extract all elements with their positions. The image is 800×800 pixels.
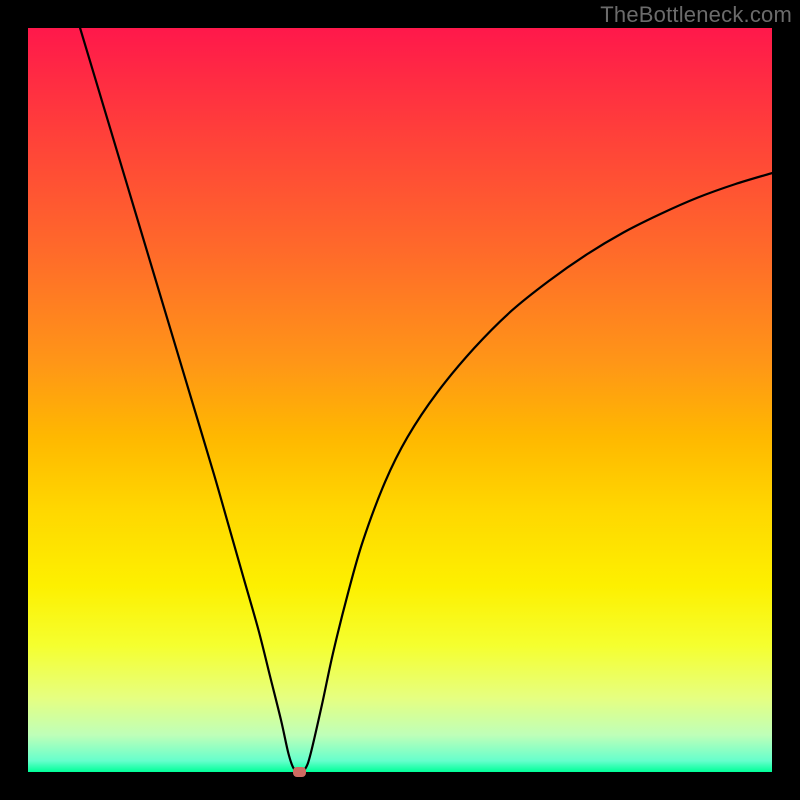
watermark-text: TheBottleneck.com [600, 2, 792, 28]
minimum-marker [293, 767, 306, 776]
chart-container: TheBottleneck.com [0, 0, 800, 800]
bottleneck-curve [28, 28, 772, 772]
plot-area [28, 28, 772, 772]
